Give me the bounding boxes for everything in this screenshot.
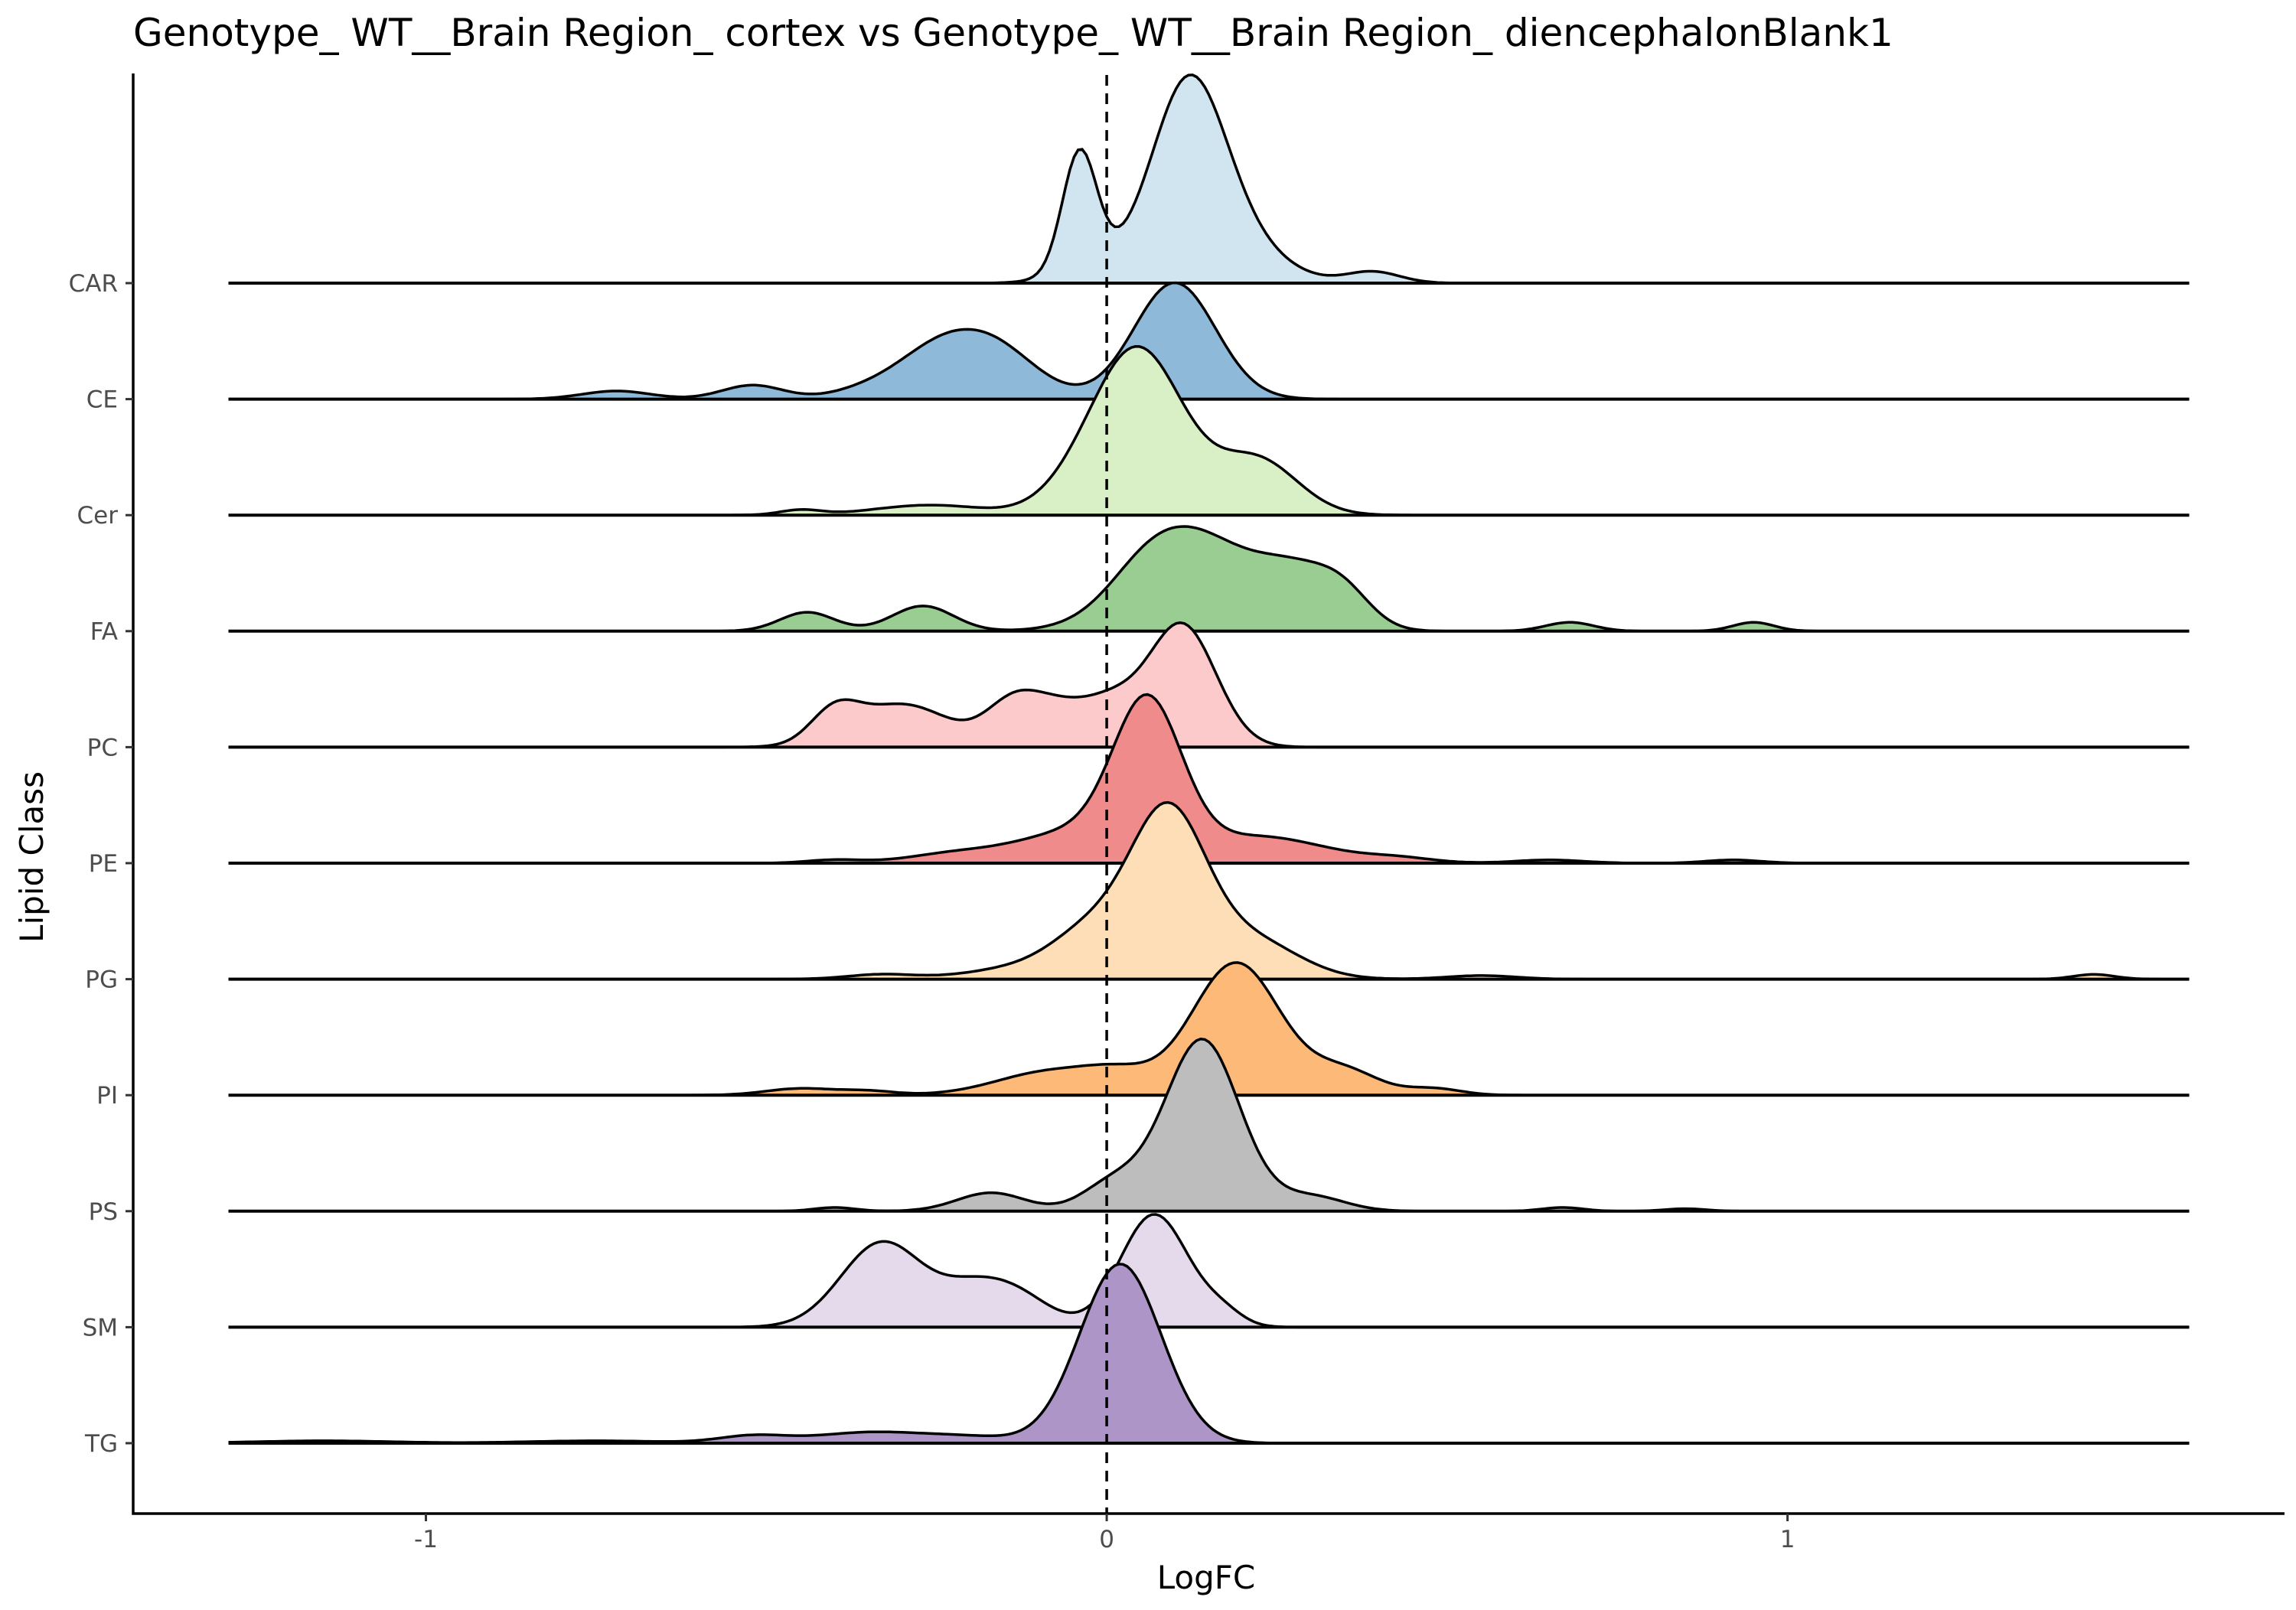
y-tick-label: CAR bbox=[69, 270, 118, 298]
y-tick-label: PG bbox=[85, 966, 118, 994]
y-tick-label: FA bbox=[90, 618, 118, 646]
x-tick-label: -1 bbox=[414, 1526, 438, 1553]
ridge-tg bbox=[228, 1263, 2190, 1445]
ridge-fill-fa bbox=[228, 526, 2190, 631]
ridge-pc bbox=[228, 621, 2190, 749]
ridge-fill-pi bbox=[228, 962, 2190, 1096]
y-tick-label: SM bbox=[83, 1314, 118, 1341]
ridge-ce bbox=[228, 281, 2190, 401]
ridge-fa bbox=[228, 525, 2190, 633]
ridge-fill-ce bbox=[228, 282, 2190, 399]
chart-title: Genotype_ WT__Brain Region_ cortex vs Ge… bbox=[133, 11, 1893, 55]
ridge-fill-sm bbox=[228, 1214, 2190, 1328]
ridge-fill-ps bbox=[228, 1038, 2190, 1211]
y-axis-title: Lipid Class bbox=[13, 771, 51, 943]
y-tick-label: PI bbox=[96, 1082, 118, 1110]
y-axis-ticks: CAR CE Cer FA PC PE PG PI PS SM TG bbox=[69, 270, 133, 1458]
y-tick-label: PC bbox=[87, 734, 118, 761]
x-axis-title: LogFC bbox=[1157, 1559, 1256, 1596]
ridge-fill-pe bbox=[228, 694, 2190, 863]
y-tick-label: PE bbox=[89, 850, 118, 878]
axis-frame bbox=[132, 73, 2285, 1515]
x-axis-ticks: -1 0 1 bbox=[414, 1514, 1795, 1553]
ridge-fill-pg bbox=[228, 802, 2190, 979]
y-tick-label: PS bbox=[89, 1198, 118, 1226]
ridge-sm bbox=[228, 1213, 2190, 1329]
ridge-pg bbox=[228, 800, 2190, 981]
x-tick-label: 1 bbox=[1780, 1526, 1795, 1553]
y-tick-label: CE bbox=[86, 386, 118, 414]
y-tick-label: TG bbox=[84, 1430, 118, 1458]
y-tick-label: Cer bbox=[77, 502, 119, 530]
x-tick-label: 0 bbox=[1099, 1526, 1114, 1553]
ridge-cer bbox=[228, 345, 2190, 517]
ridge-ps bbox=[228, 1038, 2190, 1213]
ridge-fill-car bbox=[228, 74, 2190, 284]
ridge-car bbox=[228, 73, 2190, 285]
ridges-group bbox=[228, 73, 2190, 1445]
ridge-fill-cer bbox=[228, 346, 2190, 516]
ridge-fill-pc bbox=[228, 622, 2190, 748]
